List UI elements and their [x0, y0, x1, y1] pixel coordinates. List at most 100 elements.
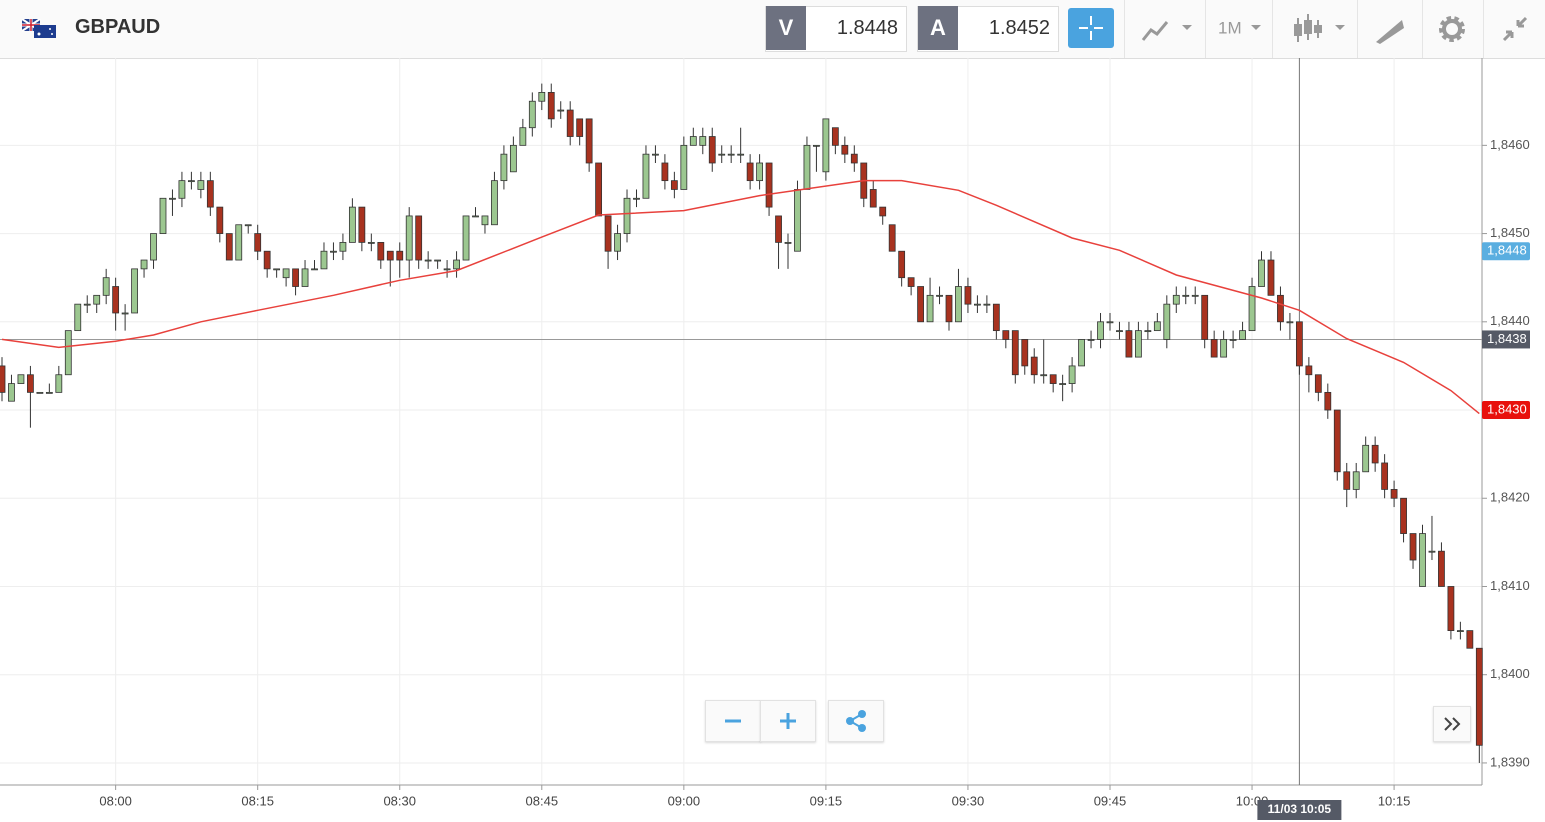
candle-body — [102, 277, 110, 296]
candle-body — [254, 233, 262, 252]
candle-body — [273, 268, 281, 271]
zoom-in[interactable] — [760, 700, 816, 742]
crosshair-x-label: 11/03 10:05 — [1268, 802, 1332, 816]
candle-body — [566, 109, 574, 137]
timeframe-menu[interactable]: 1M — [1205, 0, 1272, 58]
candle-body — [974, 303, 981, 306]
candle-body — [330, 250, 337, 253]
crosshair-y-tag — [1482, 330, 1530, 349]
y-tick-label: 1,8440 — [1490, 313, 1530, 328]
collapse[interactable] — [1483, 0, 1545, 58]
flag — [22, 19, 56, 38]
candle-body — [1258, 259, 1265, 287]
y-tick-label: 1,8410 — [1490, 578, 1530, 593]
candle-body — [311, 268, 318, 271]
share[interactable] — [828, 700, 884, 742]
timeframe-icon: 1M — [1218, 18, 1261, 37]
candle-body — [1456, 630, 1464, 633]
candle-body — [1182, 294, 1190, 297]
candle-body — [453, 259, 460, 270]
candle-body — [879, 206, 887, 217]
candle-body — [386, 250, 394, 261]
candle-body — [813, 144, 820, 147]
candle-body — [1248, 286, 1256, 332]
scroll-end[interactable] — [1433, 706, 1471, 742]
candle-body — [614, 233, 621, 252]
candle-body — [1068, 365, 1076, 384]
candle-body — [45, 391, 53, 394]
candle-body — [434, 259, 442, 262]
candle-body — [1333, 409, 1341, 473]
candle-body — [547, 92, 555, 120]
settings[interactable] — [1422, 0, 1483, 58]
price-tag-label: 1,8448 — [1487, 243, 1527, 258]
indicator-icon — [1141, 21, 1192, 41]
x-tick-label: 09:15 — [810, 793, 843, 808]
candle-body — [528, 100, 536, 129]
candle-body — [1409, 533, 1417, 561]
candle-body — [1021, 339, 1029, 367]
candle-body — [595, 162, 603, 217]
candle-body — [1267, 259, 1275, 296]
candle-body — [1343, 471, 1351, 490]
candle-body — [670, 180, 678, 190]
forward-icon — [1444, 717, 1461, 731]
candle-body — [358, 206, 366, 243]
candle-body — [1286, 321, 1294, 324]
candle-body — [169, 197, 176, 200]
timeframe: 1M — [1218, 18, 1242, 37]
x-tick-label: 08:45 — [526, 793, 559, 808]
candle-body — [216, 206, 224, 234]
candle-body — [623, 197, 631, 234]
candle-body — [1097, 321, 1104, 340]
candle-body — [907, 277, 915, 287]
candle-body — [405, 215, 413, 261]
candle-body — [1324, 391, 1332, 411]
x-tick-label: 08:00 — [99, 793, 132, 808]
candle-body — [538, 92, 546, 102]
candle-body — [633, 197, 640, 200]
candle-body — [36, 391, 44, 394]
candle-body — [1116, 330, 1123, 333]
candle-body — [642, 153, 650, 199]
candle-body — [1400, 497, 1407, 534]
candle-body — [320, 250, 328, 270]
candle-body — [55, 374, 63, 393]
candle-body — [1201, 294, 1209, 340]
candle-body — [926, 294, 934, 323]
chart-type-menu[interactable] — [1272, 0, 1357, 58]
x-tick-label: 10:15 — [1378, 793, 1411, 808]
y-tick-label: 1,8420 — [1490, 490, 1530, 505]
candle-body — [1314, 374, 1322, 393]
x-tick-label: 09:30 — [952, 793, 985, 808]
candle-body — [244, 224, 252, 227]
indicator-menu[interactable] — [1124, 0, 1205, 58]
candle-body — [831, 127, 839, 146]
candle-body — [708, 136, 716, 164]
candle-body — [159, 197, 167, 234]
candle-body — [1172, 294, 1180, 305]
candle-body — [27, 374, 34, 393]
crosshair-y-label: 1,8438 — [1487, 331, 1527, 346]
draw-tool[interactable] — [1357, 0, 1422, 58]
candle-body — [1466, 630, 1474, 649]
candle-body — [396, 250, 404, 261]
candle-body — [292, 268, 299, 287]
candle-body — [112, 286, 120, 314]
candle-body — [661, 162, 669, 182]
candle-body — [178, 180, 186, 199]
candle-body — [462, 215, 470, 261]
toolbar: GBPAUD V 1.8448 A 1.8452 1M — [0, 0, 1545, 59]
candle-body — [983, 303, 991, 306]
candle-body — [83, 303, 91, 306]
candle-body — [765, 162, 773, 208]
candle-body — [472, 215, 479, 218]
crosshair-button[interactable] — [1068, 8, 1114, 48]
x-tick-label: 08:30 — [383, 793, 416, 808]
crosshair-x-tag — [1257, 800, 1342, 820]
zoom-out[interactable] — [705, 700, 761, 742]
candle-body — [585, 118, 593, 164]
candle-body — [1277, 294, 1284, 323]
candle-body — [1220, 339, 1228, 358]
